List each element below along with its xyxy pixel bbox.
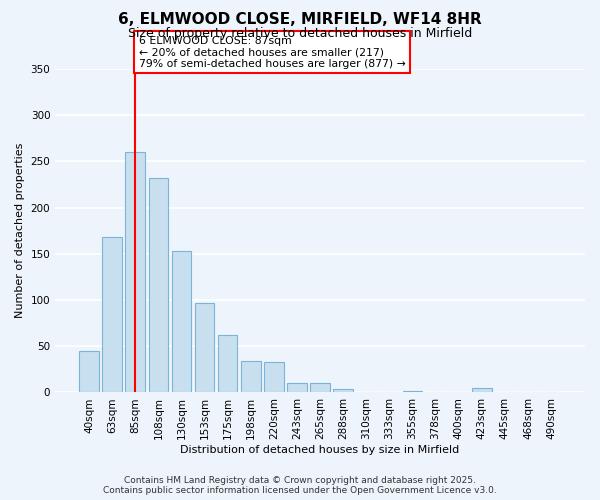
- Text: Contains HM Land Registry data © Crown copyright and database right 2025.
Contai: Contains HM Land Registry data © Crown c…: [103, 476, 497, 495]
- Bar: [310, 383, 330, 392]
- X-axis label: Distribution of detached houses by size in Mirfield: Distribution of detached houses by size …: [181, 445, 460, 455]
- Bar: [172, 251, 191, 392]
- Bar: [472, 388, 491, 392]
- Bar: [149, 178, 168, 392]
- Bar: [195, 303, 214, 392]
- Bar: [241, 361, 260, 392]
- Bar: [125, 152, 145, 392]
- Text: 6, ELMWOOD CLOSE, MIRFIELD, WF14 8HR: 6, ELMWOOD CLOSE, MIRFIELD, WF14 8HR: [118, 12, 482, 28]
- Bar: [264, 362, 284, 392]
- Text: 6 ELMWOOD CLOSE: 87sqm
← 20% of detached houses are smaller (217)
79% of semi-de: 6 ELMWOOD CLOSE: 87sqm ← 20% of detached…: [139, 36, 406, 69]
- Bar: [79, 351, 99, 393]
- Bar: [334, 389, 353, 392]
- Bar: [403, 390, 422, 392]
- Text: Size of property relative to detached houses in Mirfield: Size of property relative to detached ho…: [128, 28, 472, 40]
- Y-axis label: Number of detached properties: Number of detached properties: [15, 143, 25, 318]
- Bar: [218, 335, 238, 392]
- Bar: [103, 237, 122, 392]
- Bar: [287, 383, 307, 392]
